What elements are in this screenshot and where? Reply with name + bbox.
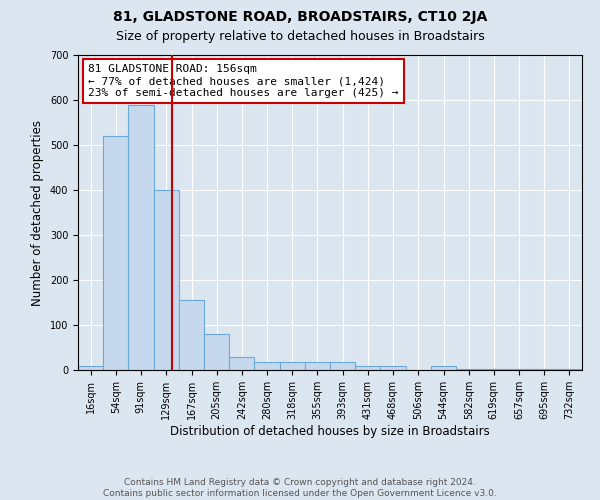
Bar [205,334,229,370]
Bar [154,190,179,370]
Text: 81 GLADSTONE ROAD: 156sqm
← 77% of detached houses are smaller (1,424)
23% of se: 81 GLADSTONE ROAD: 156sqm ← 77% of detac… [88,64,398,98]
Bar [506,369,532,370]
Bar [380,366,406,370]
Bar [557,369,582,370]
Bar [532,369,557,370]
Bar [78,366,103,370]
Text: Size of property relative to detached houses in Broadstairs: Size of property relative to detached ho… [116,30,484,43]
Text: Contains HM Land Registry data © Crown copyright and database right 2024.
Contai: Contains HM Land Registry data © Crown c… [103,478,497,498]
Bar [305,362,330,370]
Bar [330,362,355,370]
Text: 81, GLADSTONE ROAD, BROADSTAIRS, CT10 2JA: 81, GLADSTONE ROAD, BROADSTAIRS, CT10 2J… [113,10,487,24]
Bar [179,300,205,370]
X-axis label: Distribution of detached houses by size in Broadstairs: Distribution of detached houses by size … [170,424,490,438]
Bar [355,366,380,370]
Bar [254,362,280,370]
Bar [431,366,457,370]
Bar [128,104,154,370]
Bar [103,136,128,370]
Bar [481,368,506,370]
Bar [457,368,481,370]
Bar [229,358,254,370]
Bar [280,362,305,370]
Y-axis label: Number of detached properties: Number of detached properties [31,120,44,306]
